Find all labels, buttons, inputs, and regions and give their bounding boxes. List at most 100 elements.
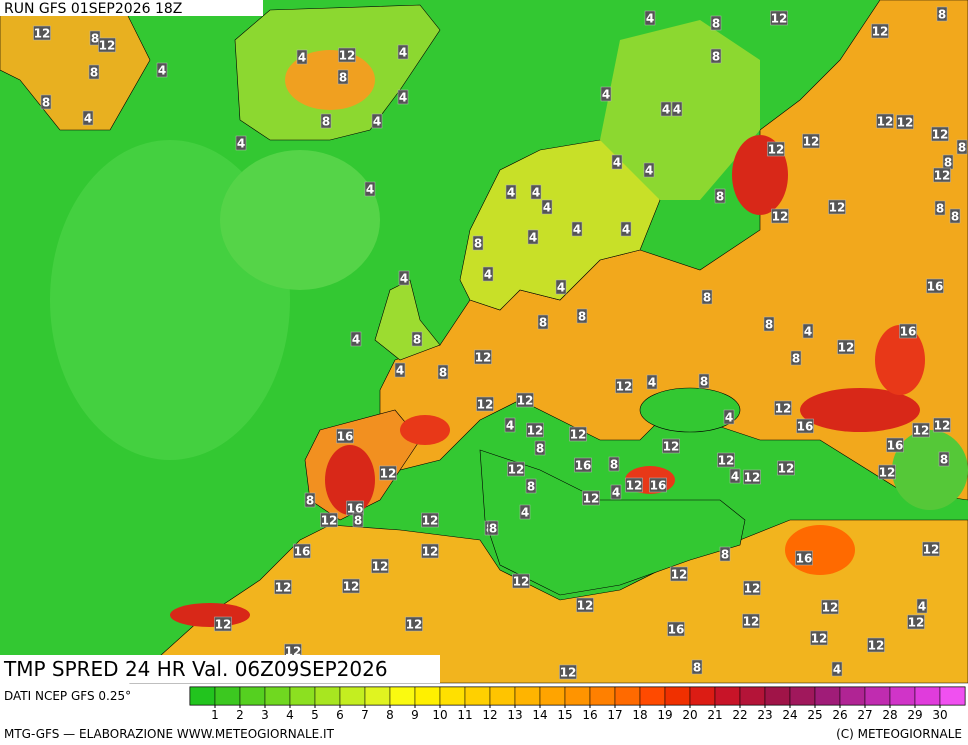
map-label: 8 bbox=[765, 318, 773, 332]
map-label: 12 bbox=[908, 616, 925, 630]
colorbar-swatch bbox=[814, 686, 841, 706]
land-warm bbox=[285, 50, 375, 110]
colorbar-label: 15 bbox=[557, 708, 572, 722]
map-label: 12 bbox=[897, 116, 914, 130]
colorbar-label: 20 bbox=[682, 708, 697, 722]
colorbar-label: 14 bbox=[532, 708, 547, 722]
label-box bbox=[931, 126, 949, 142]
label-box bbox=[670, 566, 688, 582]
label-box bbox=[505, 184, 517, 200]
label-box bbox=[922, 541, 940, 557]
label-box bbox=[397, 89, 409, 105]
label-box bbox=[938, 451, 950, 467]
map-label: 8 bbox=[792, 352, 800, 366]
credit-text: MTG-GFS — ELABORAZIONE WWW.METEOGIORNALE… bbox=[4, 727, 335, 741]
map-label: 4 bbox=[352, 333, 360, 347]
label-box bbox=[537, 314, 549, 330]
map-label: 4 bbox=[622, 223, 630, 237]
label-box bbox=[701, 289, 713, 305]
product-box bbox=[0, 655, 440, 683]
hot-spot bbox=[800, 388, 920, 432]
label-box bbox=[771, 208, 789, 224]
colorbar-swatch bbox=[614, 686, 641, 706]
run-box bbox=[0, 0, 263, 16]
map-label: 4 bbox=[731, 470, 739, 484]
map-label: 12 bbox=[932, 128, 949, 142]
map-label: 8 bbox=[354, 514, 362, 528]
map-label: 12 bbox=[868, 639, 885, 653]
colorbar-swatch bbox=[289, 686, 316, 706]
colorbar-swatch bbox=[939, 686, 966, 706]
map-label: 4 bbox=[399, 46, 407, 60]
map-label: 4 bbox=[645, 164, 653, 178]
colorbar-label: 27 bbox=[857, 708, 872, 722]
map-label: 12 bbox=[517, 394, 534, 408]
colorbar-swatch bbox=[564, 686, 591, 706]
label-box bbox=[576, 308, 588, 324]
label-box bbox=[867, 637, 885, 653]
label-box bbox=[899, 323, 917, 339]
label-box bbox=[40, 94, 52, 110]
colorbar-label: 23 bbox=[757, 708, 772, 722]
map-label: 12 bbox=[803, 135, 820, 149]
label-box bbox=[933, 417, 951, 433]
label-box bbox=[421, 543, 439, 559]
map-label: 12 bbox=[744, 582, 761, 596]
map-label: 4 bbox=[662, 103, 670, 117]
label-box bbox=[878, 464, 896, 480]
map-label: 16 bbox=[337, 430, 354, 444]
label-box bbox=[717, 452, 735, 468]
label-box bbox=[691, 659, 703, 675]
label-box bbox=[519, 504, 531, 520]
label-box bbox=[886, 437, 904, 453]
label-box bbox=[350, 331, 362, 347]
label-box bbox=[364, 181, 376, 197]
label-box bbox=[828, 199, 846, 215]
colorbar-label: 16 bbox=[582, 708, 597, 722]
label-box bbox=[698, 373, 710, 389]
label-box bbox=[371, 113, 383, 129]
label-box bbox=[600, 86, 612, 102]
hot-spot bbox=[785, 525, 855, 575]
hot-spot bbox=[400, 415, 450, 445]
label-box bbox=[320, 512, 338, 528]
label-box bbox=[82, 110, 94, 126]
colorbar-label: 6 bbox=[336, 708, 344, 722]
label-box bbox=[571, 221, 583, 237]
map-label: 4 bbox=[529, 231, 537, 245]
label-box bbox=[342, 578, 360, 594]
label-box bbox=[714, 188, 726, 204]
map-label: 8 bbox=[712, 50, 720, 64]
source-text: DATI NCEP GFS 0.25° bbox=[4, 689, 131, 703]
map-label: 16 bbox=[796, 552, 813, 566]
label-box bbox=[912, 422, 930, 438]
black-sea bbox=[639, 387, 741, 433]
map-label: 4 bbox=[84, 112, 92, 126]
map-label: 4 bbox=[804, 325, 812, 339]
label-box bbox=[507, 461, 525, 477]
colorbar-label: 7 bbox=[361, 708, 369, 722]
map-label: 12 bbox=[771, 12, 788, 26]
map-label: 16 bbox=[294, 545, 311, 559]
map-label: 12 bbox=[34, 27, 51, 41]
map-label: 4 bbox=[918, 600, 926, 614]
label-box bbox=[615, 378, 633, 394]
map-label: 8 bbox=[536, 442, 544, 456]
map-label: 12 bbox=[923, 543, 940, 557]
colorbar-swatch bbox=[489, 686, 516, 706]
map-label: 4 bbox=[673, 103, 681, 117]
map-label: 12 bbox=[475, 351, 492, 365]
map-label: 8 bbox=[716, 190, 724, 204]
map-label: 16 bbox=[668, 623, 685, 637]
colorbar-label: 9 bbox=[411, 708, 419, 722]
colorbar-label: 25 bbox=[807, 708, 822, 722]
label-box bbox=[896, 114, 914, 130]
map-label: 4 bbox=[833, 663, 841, 677]
label-box bbox=[821, 599, 839, 615]
colorbar-swatch bbox=[589, 686, 616, 706]
caspian bbox=[892, 430, 968, 510]
label-box bbox=[936, 6, 948, 22]
label-box bbox=[837, 339, 855, 355]
